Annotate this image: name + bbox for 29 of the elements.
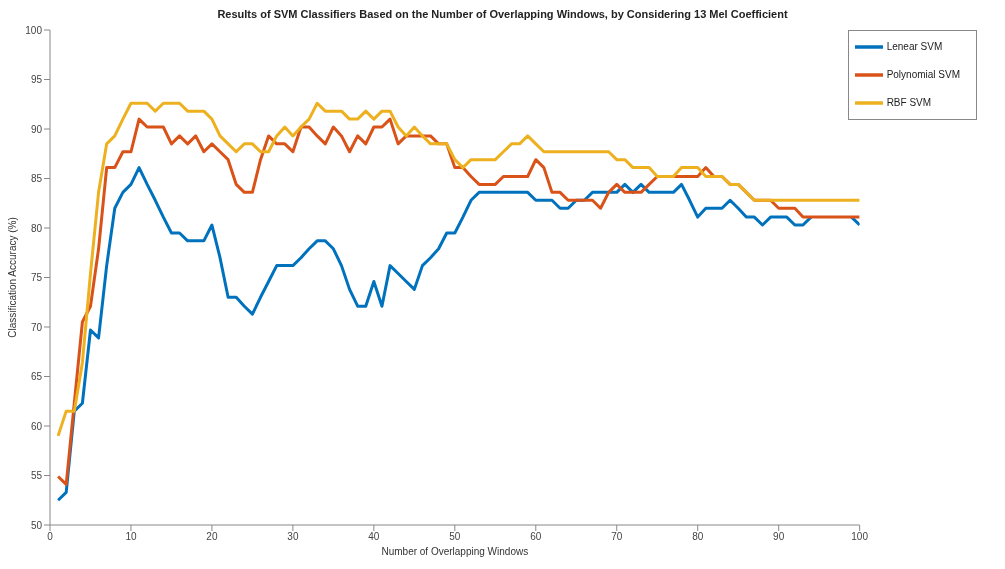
x-tick-label: 20 <box>206 531 218 543</box>
line-series <box>56 101 860 438</box>
legend-label: Lenear SVM <box>886 40 943 52</box>
x-tick-label: 60 <box>530 531 542 543</box>
y-tick-label: 65 <box>30 371 43 383</box>
y-tick-label: 75 <box>30 272 43 284</box>
y-tick-label: 80 <box>30 222 43 234</box>
y-tick-label: 55 <box>30 470 43 482</box>
x-axis-title: Number of Overlapping Windows <box>381 546 529 557</box>
y-tick-label: 90 <box>30 123 43 135</box>
x-tick-label: 10 <box>125 531 137 543</box>
legend-label: Polynomial SVM <box>886 68 960 80</box>
y-tick-label: 50 <box>30 519 43 531</box>
y-tick-label: 100 <box>25 24 43 36</box>
y-tick-label: 60 <box>30 420 43 432</box>
y-tick-label: 70 <box>30 321 43 333</box>
x-tick-label: 40 <box>368 531 380 543</box>
y-tick-label: 85 <box>30 173 43 185</box>
legend-label: RBF SVM <box>886 96 932 108</box>
x-tick-label: 50 <box>449 531 461 543</box>
y-axis-title: Classification Accuracy (%) <box>6 217 18 338</box>
x-tick-label: 0 <box>47 531 54 543</box>
x-tick-label: 80 <box>692 531 704 543</box>
x-tick-label: 30 <box>287 531 299 543</box>
y-tick-label: 95 <box>30 74 43 86</box>
x-tick-label: 100 <box>851 531 869 543</box>
chart-title: Results of SVM Classifiers Based on the Number of Overlapping Windows, by Considering 13 Mel Coefficient <box>216 8 789 22</box>
x-tick-label: 70 <box>611 531 623 543</box>
x-tick-label: 90 <box>773 531 785 543</box>
